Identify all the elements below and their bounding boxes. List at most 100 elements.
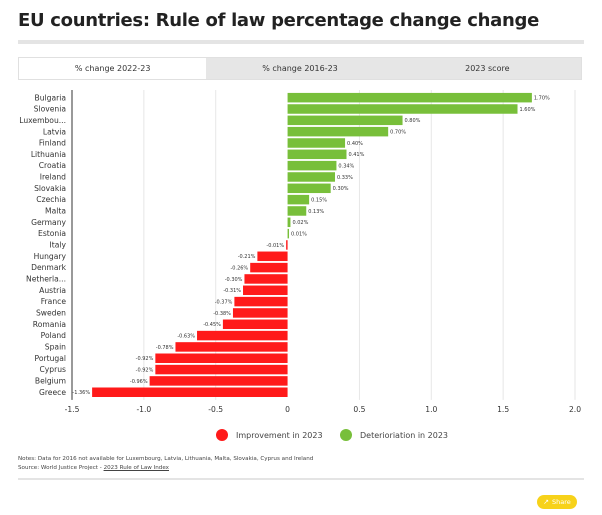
data-label: -0.45% [203, 322, 221, 328]
category-label: Ireland [40, 173, 66, 182]
x-tick-label: 1.0 [425, 405, 437, 414]
data-label: -0.31% [223, 288, 241, 294]
legend: Improvement in 2023 Deterioriation in 20… [0, 429, 602, 445]
source-link[interactable]: 2023 Rule of Law Index [103, 464, 169, 471]
bar [155, 353, 288, 364]
bar [287, 149, 347, 160]
category-label: France [41, 297, 67, 306]
bar [287, 183, 331, 194]
bar [287, 115, 403, 126]
category-label: Estonia [38, 229, 66, 238]
data-label: 0.15% [311, 198, 327, 204]
data-label: -0.30% [225, 277, 243, 283]
category-label: Lithuania [31, 150, 66, 159]
data-label: -1.36% [72, 390, 90, 396]
category-label: Germany [31, 218, 66, 227]
data-label: -0.96% [130, 379, 148, 385]
bar [197, 330, 288, 341]
chart-notes: Notes: Data for 2016 not available for L… [18, 455, 313, 472]
category-label: Latvia [43, 127, 66, 136]
category-label: Austria [39, 286, 66, 295]
bar [232, 308, 288, 318]
data-label: 0.30% [333, 186, 349, 192]
data-label: -0.38% [213, 311, 231, 317]
data-label: 0.33% [337, 175, 353, 181]
tab-2023-score[interactable]: 2023 score [465, 64, 510, 73]
category-label: Czechia [36, 195, 66, 204]
category-label: Greece [39, 388, 66, 397]
tab-change-2022-23[interactable]: % change 2022-23 [19, 58, 207, 79]
data-label: -0.37% [215, 300, 233, 306]
x-tick-label: 2.0 [569, 405, 581, 414]
data-label: 0.13% [308, 209, 324, 215]
category-label: Slovenia [34, 105, 66, 114]
title-divider [18, 40, 584, 44]
bar [234, 296, 288, 307]
category-label: Netherla... [26, 275, 66, 284]
bar [250, 262, 288, 273]
bar-chart: Bulgaria 1.70% Slovenia 1.60% Luxembou... 0.8… [19, 90, 581, 414]
bar [257, 251, 288, 262]
share-icon: ↗ [543, 498, 550, 506]
data-label: 0.01% [291, 232, 307, 238]
data-label: 1.70% [534, 96, 550, 102]
category-label: Poland [41, 331, 67, 340]
x-tick-label: -0.5 [208, 405, 223, 414]
bar [244, 274, 288, 284]
category-label: Finland [39, 139, 66, 148]
bar [287, 126, 389, 137]
data-label: -0.01% [266, 243, 284, 249]
bar [155, 364, 288, 375]
category-label: Belgium [35, 377, 66, 386]
x-tick-label: 1.5 [497, 405, 509, 414]
bar [287, 138, 346, 148]
bar [287, 228, 290, 239]
tab-bar: % change 2022-23 % change 2016-23 2023 s… [18, 57, 582, 80]
category-label: Denmark [31, 263, 67, 272]
x-tick-label: -1.5 [65, 405, 80, 414]
bar [287, 194, 310, 205]
data-label: -0.78% [156, 345, 174, 351]
source-prefix: Source: World Justice Project - [18, 464, 104, 471]
data-label: 0.41% [348, 152, 364, 158]
footer-divider [18, 478, 584, 480]
bar [92, 387, 288, 397]
share-button[interactable]: ↗ Share [537, 495, 577, 509]
source-line: Source: World Justice Project - 2023 Rul… [18, 464, 313, 473]
bar [287, 217, 291, 228]
x-tick-label: -1.0 [136, 405, 151, 414]
bar [175, 342, 288, 352]
notes-text: Notes: Data for 2016 not available for L… [18, 456, 314, 462]
category-label: Romania [33, 320, 66, 329]
category-label: Bulgaria [35, 93, 67, 102]
x-tick-label: 0.5 [353, 405, 365, 414]
data-label: -0.21% [238, 254, 256, 260]
bar [286, 240, 288, 250]
bar [243, 285, 288, 296]
category-label: Slovakia [34, 184, 66, 193]
tab-change-2016-23[interactable]: % change 2016-23 [262, 64, 338, 73]
bar [149, 376, 288, 386]
data-label: 0.40% [347, 141, 363, 147]
data-label: -0.92% [136, 356, 154, 362]
page-title: EU countries: Rule of law percentage cha… [18, 10, 539, 31]
data-label: -0.63% [177, 333, 195, 339]
category-label: Sweden [36, 309, 66, 318]
legend-swatch-deterioration [340, 429, 352, 441]
category-label: Portugal [35, 354, 66, 363]
legend-item-improvement[interactable]: Improvement in 2023 [216, 429, 323, 441]
bar [287, 160, 337, 171]
legend-swatch-improvement [216, 429, 228, 441]
category-label: Luxembou... [19, 116, 66, 125]
legend-item-deterioration[interactable]: Deterioriation in 2023 [340, 429, 448, 441]
data-label: 0.70% [390, 130, 406, 136]
bar [222, 319, 288, 330]
category-label: Hungary [34, 252, 67, 261]
x-tick-label: 0 [285, 405, 290, 414]
data-label: -0.92% [136, 367, 154, 373]
data-label: -0.26% [231, 266, 249, 272]
bar [287, 172, 335, 182]
bar [287, 104, 518, 114]
share-label: Share [552, 498, 571, 506]
data-label: 1.60% [520, 107, 536, 113]
